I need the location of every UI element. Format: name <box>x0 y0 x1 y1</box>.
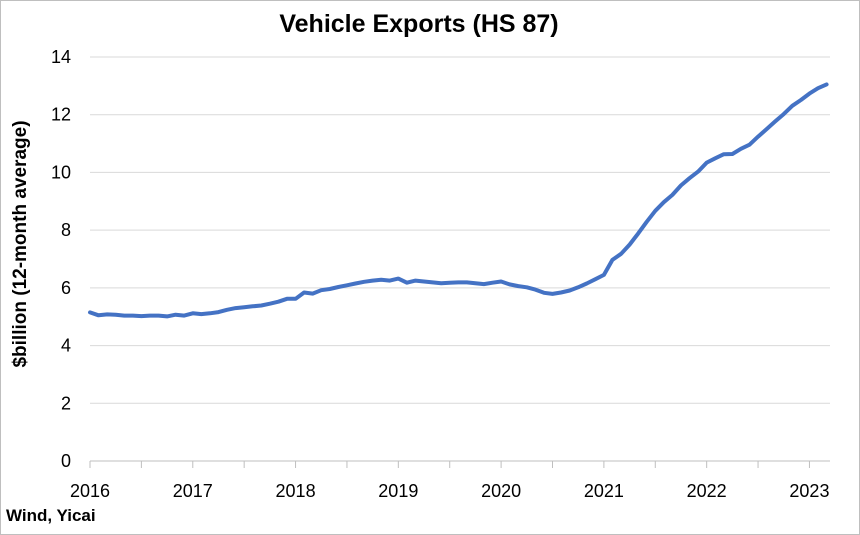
source-note: Wind, Yicai <box>6 506 96 525</box>
y-tick-labels: 0 2 4 6 8 10 12 14 <box>51 47 71 471</box>
y-tick-label: 12 <box>51 105 71 125</box>
series-line <box>88 82 829 319</box>
x-tick-label: 2021 <box>584 481 624 501</box>
series-layer <box>88 82 829 319</box>
x-tick-labels: 2016 2017 2018 2019 2020 2021 2022 2023 <box>70 481 829 501</box>
y-tick-label: 14 <box>51 47 71 67</box>
x-tick-label: 2018 <box>276 481 316 501</box>
y-tick-label: 4 <box>61 336 71 356</box>
axes <box>89 460 830 468</box>
y-tick-label: 8 <box>61 220 71 240</box>
y-tick-label: 2 <box>61 393 71 413</box>
x-tick-label: 2016 <box>70 481 110 501</box>
x-tick-label: 2017 <box>173 481 213 501</box>
x-tick-label: 2023 <box>789 481 829 501</box>
chart-title: Vehicle Exports (HS 87) <box>279 10 559 38</box>
x-tick-label: 2019 <box>378 481 418 501</box>
x-tick-label: 2022 <box>687 481 727 501</box>
y-tick-label: 10 <box>51 162 71 182</box>
gridlines <box>90 56 830 404</box>
y-tick-label: 6 <box>61 278 71 298</box>
x-tick-label: 2020 <box>481 481 521 501</box>
y-tick-label: 0 <box>61 451 71 471</box>
